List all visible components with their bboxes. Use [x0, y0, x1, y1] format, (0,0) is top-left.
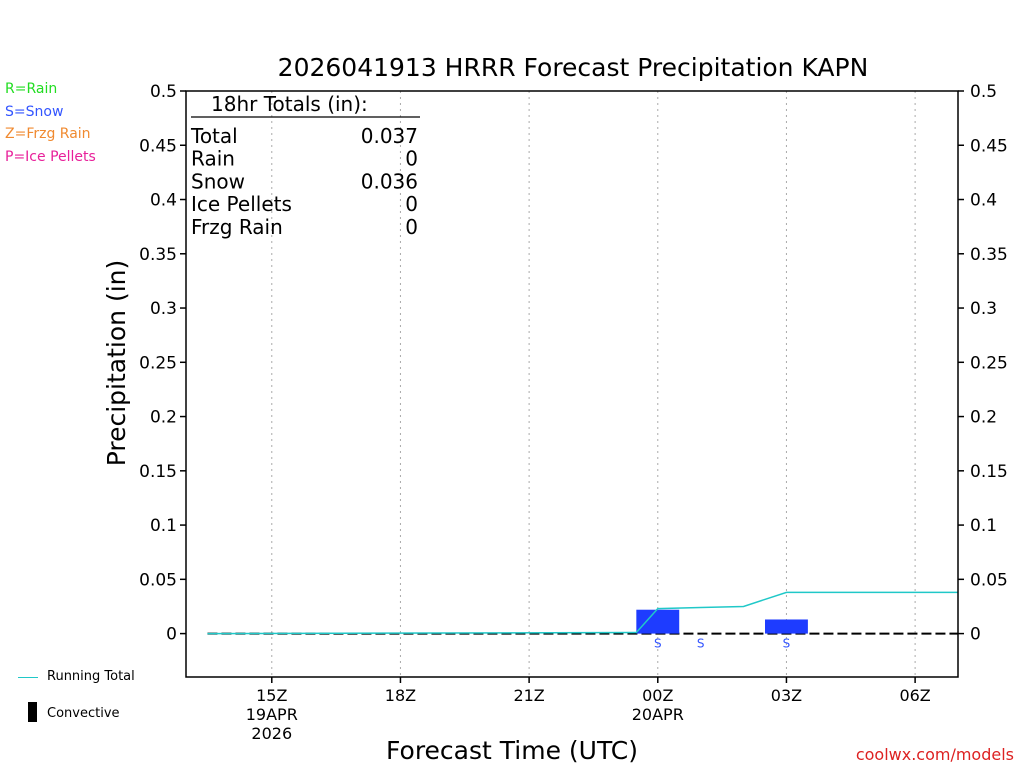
y-tick-label-right-0.4: 0.4 [970, 191, 997, 211]
watermark: coolwx.com/models [855, 745, 1014, 764]
y-tick-label-left-0.4: 0.4 [150, 191, 177, 211]
y-tick-label-right-0.35: 0.35 [970, 245, 1008, 265]
plot-frame [185, 90, 959, 678]
snow-bar-24 [636, 609, 680, 634]
x-tick-label-06Z: 06Z [899, 686, 930, 705]
y-tick-label-left-0.35: 0.35 [139, 245, 177, 265]
snow-bar-27 [765, 619, 808, 634]
totals-header: 18hr Totals (in): [211, 92, 368, 116]
x-tick-label-03Z: 03Z [771, 686, 802, 705]
y-tick-label-right-0.25: 0.25 [970, 353, 1008, 373]
totals-label-frzg-rain: Frzg Rain [191, 215, 283, 239]
totals-value-snow: 0.036 [361, 169, 418, 193]
ptype-legend-ice-pellets: P=Ice Pellets [5, 149, 96, 165]
running-total-legend-line [18, 677, 38, 678]
running-total-line [207, 591, 958, 635]
x-axis-title: Forecast Time (UTC) [386, 736, 638, 765]
ptype-marker-1: S [697, 637, 705, 651]
totals-value-ice-pellets: 0 [405, 192, 418, 216]
running-total-legend-label: Running Total [47, 669, 135, 684]
y-tick-label-right-0.3: 0.3 [970, 299, 997, 319]
y-tick-label-left-0.3: 0.3 [150, 299, 177, 319]
y-tick-label-left-0.5: 0.5 [150, 82, 177, 102]
totals-box: 18hr Totals (in): Total 0.037 Rain 0 Snow 0.03… [190, 92, 420, 239]
y-tick-label-left-0.45: 0.45 [139, 136, 177, 156]
totals-label-rain: Rain [191, 147, 235, 171]
chart-title: 2026041913 HRRR Forecast Precipitation K… [278, 53, 869, 82]
y-tick-label-right-0.1: 0.1 [970, 516, 997, 536]
y-tick-label-right-0.05: 0.05 [970, 570, 1008, 590]
x-tick-date-00Z: 20APR [632, 705, 684, 724]
convective-legend-label: Convective [47, 706, 120, 721]
ptype-legend-rain: R=Rain [5, 81, 58, 97]
y-tick-label-left-0.05: 0.05 [139, 570, 177, 590]
y-tick-label-right-0.45: 0.45 [970, 136, 1008, 156]
convective-legend-swatch [28, 702, 37, 722]
x-tick-date-15Z: 19APR [246, 705, 298, 724]
totals-value-rain: 0 [405, 147, 418, 171]
y-tick-label-left-0.2: 0.2 [150, 408, 177, 428]
y-tick-label-right-0: 0 [970, 625, 981, 645]
bars-layer [636, 609, 808, 634]
ptype-marker-2: S [783, 637, 791, 651]
x-tick-label-18Z: 18Z [385, 686, 416, 705]
x-tick-label-15Z: 15Z [256, 686, 287, 705]
totals-label-snow: Snow [191, 169, 245, 193]
totals-label-total: Total [190, 124, 238, 148]
totals-value-total: 0.037 [361, 124, 418, 148]
ptype-marker-0: S [654, 637, 662, 651]
ptype-legend-frzg-rain: Z=Frzg Rain [5, 126, 91, 142]
x-tick-label-00Z: 00Z [642, 686, 673, 705]
x-tick-year-15Z: 2026 [251, 724, 292, 743]
ticks-layer: 0 00.05 0.050.1 0.10.15 0.150.2 0.20.25 0.250.… [139, 82, 1008, 743]
y-tick-label-left-0.1: 0.1 [150, 516, 177, 536]
grid-layer [207, 91, 958, 677]
y-tick-label-left-0: 0 [166, 625, 177, 645]
totals-label-ice-pellets: Ice Pellets [191, 192, 292, 216]
y-tick-label-right-0.2: 0.2 [970, 408, 997, 428]
y-axis-title: Precipitation (in) [102, 260, 131, 467]
axis-layer [185, 90, 959, 678]
y-tick-label-right-0.5: 0.5 [970, 82, 997, 102]
x-tick-label-21Z: 21Z [513, 686, 544, 705]
totals-value-frzg-rain: 0 [405, 215, 418, 239]
ptype-legend-snow: S=Snow [5, 104, 64, 120]
y-tick-label-left-0.15: 0.15 [139, 462, 177, 482]
y-tick-label-left-0.25: 0.25 [139, 353, 177, 373]
y-tick-label-right-0.15: 0.15 [970, 462, 1008, 482]
